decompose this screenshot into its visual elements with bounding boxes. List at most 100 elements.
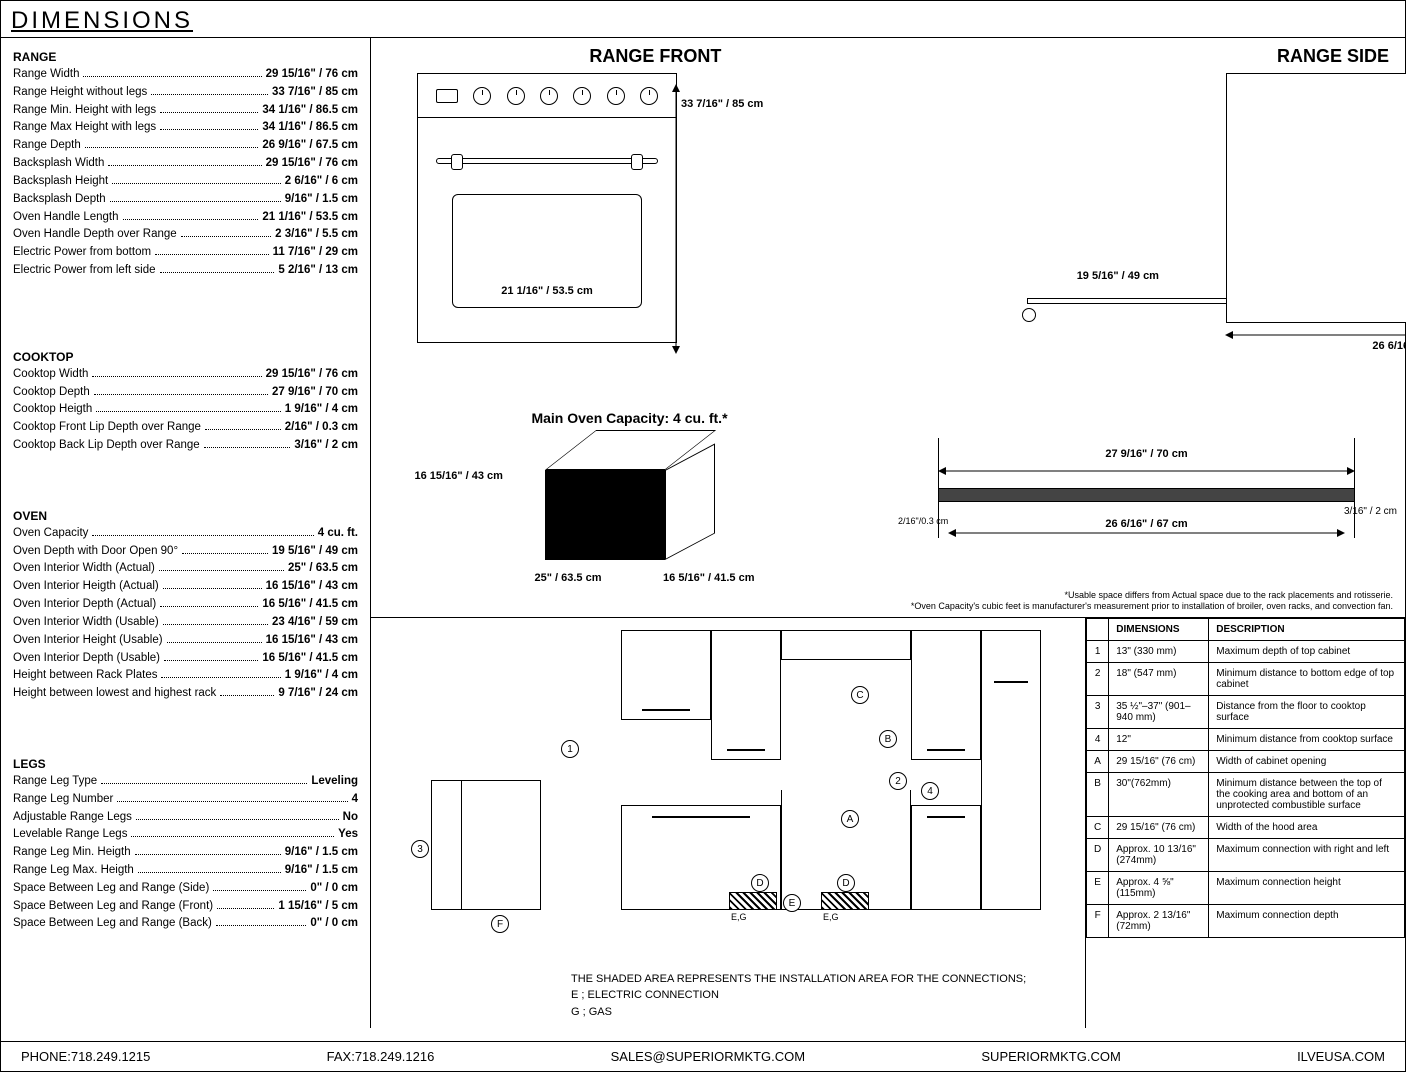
dots — [160, 112, 258, 113]
oven-display — [436, 89, 458, 103]
cell-desc: Minimum distance to bottom edge of top c… — [1209, 663, 1405, 696]
dim-table: DIMENSIONS DESCRIPTION 113" (330 mm)Maxi… — [1086, 618, 1405, 938]
dim-label: Range Max Height with legs — [13, 119, 156, 137]
dim-table-wrap: DIMENSIONS DESCRIPTION 113" (330 mm)Maxi… — [1085, 618, 1405, 1028]
dots — [204, 447, 291, 448]
dim-row: Range Leg Max. Heigth9/16" / 1.5 cm — [13, 862, 358, 880]
dim-value: 9/16" / 1.5 cm — [285, 862, 358, 880]
dim-label: Oven Interior Width (Usable) — [13, 614, 159, 632]
dim-value: 2 3/16" / 5.5 cm — [275, 226, 358, 244]
cooktop-side-panel: 27 9/16" / 70 cm 26 6/16" / 67 cm 2/16"/… — [888, 398, 1405, 617]
dots — [112, 183, 281, 184]
dim-row: Space Between Leg and Range (Side)0" / 0… — [13, 880, 358, 898]
dim-label: Cooktop Depth — [13, 384, 90, 402]
cell-desc: Maximum depth of top cabinet — [1209, 641, 1405, 663]
dots — [117, 801, 347, 802]
oven-capacity-panel: Main Oven Capacity: 4 cu. ft.* 16 15/16"… — [371, 398, 888, 617]
range-front-box: 21 1/16" / 53.5 cm — [417, 73, 677, 343]
dots — [131, 836, 334, 837]
dim-label: Oven Depth with Door Open 90° — [13, 543, 178, 561]
footer-email: SALES@SUPERIORMKTG.COM — [611, 1049, 806, 1064]
dim-row: Adjustable Range LegsNo — [13, 809, 358, 827]
dim-row: Oven Interior Heigth (Actual)16 15/16" /… — [13, 578, 358, 596]
label-B: B — [879, 730, 897, 748]
dim-value: Leveling — [311, 773, 358, 791]
dim-row: Range Depth26 9/16" / 67.5 cm — [13, 137, 358, 155]
table-row: B30"(762mm)Minimum distance between the … — [1087, 773, 1405, 817]
cell-key: 1 — [1087, 641, 1109, 663]
dim-row: Range Leg Min. Heigth 9/16" / 1.5 cm — [13, 844, 358, 862]
left-specs: RANGE Range Width29 15/16" / 76 cmRange … — [1, 38, 371, 1028]
dim-label: Range Leg Min. Heigth — [13, 844, 131, 862]
footnotes: *Usable space differs from Actual space … — [911, 590, 1393, 613]
page-title: DIMENSIONS — [1, 1, 1405, 38]
dots — [205, 429, 281, 430]
dots — [160, 272, 275, 273]
dim-value: 19 5/16" / 49 cm — [272, 543, 358, 561]
handle-dim: 21 1/16" / 53.5 cm — [501, 285, 592, 297]
dim-row: Oven Interior Width (Actual)25" / 63.5 c… — [13, 560, 358, 578]
dim-label: Cooktop Back Lip Depth over Range — [13, 437, 200, 455]
range-front-title: RANGE FRONT — [387, 46, 924, 67]
dim-row: Range Max Height with legs34 1/16" / 86.… — [13, 119, 358, 137]
dim-row: Oven Capacity4 cu. ft. — [13, 525, 358, 543]
dim-row: Range Leg Number4 — [13, 791, 358, 809]
cell-key: 2 — [1087, 663, 1109, 696]
dim-value: 16 5/16" / 41.5 cm — [262, 596, 358, 614]
ct-top-arrow — [938, 466, 1355, 476]
label-4: 4 — [921, 782, 939, 800]
cooktop-bar — [938, 488, 1355, 502]
dim-bracket — [431, 780, 461, 910]
dim-row: Range Leg TypeLeveling — [13, 773, 358, 791]
cell-dim: 29 15/16" (76 cm) — [1109, 817, 1209, 839]
label-2: 2 — [889, 772, 907, 790]
range-front-panel: RANGE FRONT 21 1/1 — [371, 38, 940, 398]
section-legs-head: LEGS — [13, 757, 358, 771]
cell-key: C — [1087, 817, 1109, 839]
dim-row: Height between Rack Plates1 9/16" / 4 cm — [13, 667, 358, 685]
knob-icon — [507, 87, 525, 105]
dim-row: Space Between Leg and Range (Back)0" / 0… — [13, 915, 358, 933]
dim-label: Oven Capacity — [13, 525, 88, 543]
dim-row: Space Between Leg and Range (Front)1 15/… — [13, 898, 358, 916]
dim-row: Oven Handle Length21 1/16" / 53.5 cm — [13, 209, 358, 227]
top-diagrams: RANGE FRONT 21 1/1 — [371, 38, 1405, 398]
table-row: C29 15/16" (76 cm)Width of the hood area — [1087, 817, 1405, 839]
cell-key: 3 — [1087, 696, 1109, 729]
door-dim: 19 5/16" / 49 cm — [1077, 270, 1159, 282]
dim-row: Cooktop Heigth1 9/16" / 4 cm — [13, 401, 358, 419]
label-C: C — [851, 686, 869, 704]
dots — [92, 535, 313, 536]
dim-label: Adjustable Range Legs — [13, 809, 132, 827]
dim-value: 1 9/16" / 4 cm — [285, 667, 358, 685]
dim-label: Range Width — [13, 66, 79, 84]
dim-label: Range Min. Height with legs — [13, 102, 156, 120]
cell-dim: 18" (547 mm) — [1109, 663, 1209, 696]
depth-dim: 26 6/16" / 67 cm — [1372, 340, 1406, 352]
oven-window: 21 1/16" / 53.5 cm — [452, 194, 642, 308]
table-row: EApprox. 4 ⅝" (115mm)Maximum connection … — [1087, 872, 1405, 905]
dim-label: Range Height without legs — [13, 84, 147, 102]
dim-value: 29 15/16" / 76 cm — [266, 66, 358, 84]
cell-key: A — [1087, 751, 1109, 773]
dots — [167, 642, 262, 643]
label-3: 3 — [411, 840, 429, 858]
dots — [136, 819, 339, 820]
dots — [108, 165, 261, 166]
dim-row: Oven Depth with Door Open 90° 19 5/16" / … — [13, 543, 358, 561]
connection-area — [729, 892, 777, 910]
table-row: 218" (547 mm)Minimum distance to bottom … — [1087, 663, 1405, 696]
range-side-title: RANGE SIDE — [956, 46, 1389, 67]
dim-label: Oven Handle Depth over Range — [13, 226, 177, 244]
dim-label: Space Between Leg and Range (Front) — [13, 898, 213, 916]
dim-value: 9/16" / 1.5 cm — [285, 844, 358, 862]
dim-row: Range Min. Height with legs34 1/16" / 86… — [13, 102, 358, 120]
dots — [160, 129, 258, 130]
main-area: RANGE Range Width29 15/16" / 76 cmRange … — [1, 38, 1405, 1028]
cell-dim: Approx. 10 13/16" (274mm) — [1109, 839, 1209, 872]
install-note-1: THE SHADED AREA REPRESENTS THE INSTALLAT… — [571, 971, 1026, 988]
dim-row: Backsplash Depth9/16" / 1.5 cm — [13, 191, 358, 209]
table-row: DApprox. 10 13/16" (274mm)Maximum connec… — [1087, 839, 1405, 872]
install-note-2: E ; ELECTRIC CONNECTION — [571, 987, 1026, 1004]
dim-value: 29 15/16" / 76 cm — [266, 155, 358, 173]
